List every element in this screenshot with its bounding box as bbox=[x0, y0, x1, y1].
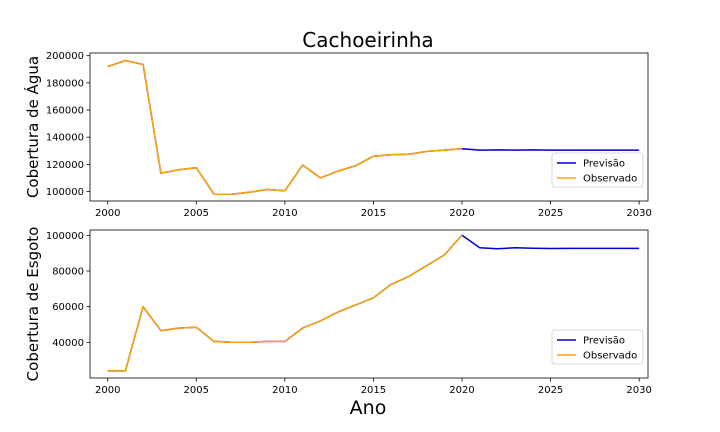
chart-title: Cachoeirinha bbox=[302, 28, 433, 52]
x-tick-label: 2025 bbox=[538, 385, 563, 396]
legend: Previsão Observado bbox=[551, 329, 644, 365]
y-axis-label: Cobertura de Esgoto bbox=[24, 227, 42, 382]
x-tick-label: 2020 bbox=[449, 385, 474, 396]
x-tick-label: 2015 bbox=[361, 208, 386, 219]
x-tick-label: 2010 bbox=[272, 208, 297, 219]
y-tick-label: 80000 bbox=[52, 267, 84, 278]
y-tick-label: 200000 bbox=[46, 51, 84, 62]
y-tick-label: 140000 bbox=[46, 133, 84, 144]
y-tick-label: 100000 bbox=[46, 187, 84, 198]
y-axis-label: Cobertura de Água bbox=[23, 56, 42, 198]
legend-label: Observado bbox=[583, 174, 637, 185]
x-tick-label: 2030 bbox=[626, 385, 651, 396]
legend-label: Previsão bbox=[583, 159, 625, 170]
legend: Previsão Observado bbox=[551, 152, 644, 188]
x-tick-label: 2005 bbox=[184, 208, 209, 219]
y-tick-label: 120000 bbox=[46, 160, 84, 171]
y-tick-label: 100000 bbox=[46, 231, 84, 242]
panel-2: 2000 2005 2010 2015 2020 2025 2030 40000 60000 80… bbox=[24, 227, 652, 396]
series-line-observado bbox=[107, 234, 463, 372]
x-tick-label: 2000 bbox=[95, 385, 120, 396]
y-tick-label: 40000 bbox=[52, 338, 84, 349]
y-tick-label: 60000 bbox=[52, 302, 84, 313]
y-tick-label: 180000 bbox=[46, 78, 84, 89]
panels: 2000 2005 2010 2015 2020 2025 2030 100000 120000… bbox=[23, 51, 652, 396]
legend-label: Observado bbox=[583, 351, 637, 362]
series-line-observado bbox=[107, 59, 463, 195]
legend-label: Previsão bbox=[583, 336, 625, 347]
y-tick-label: 160000 bbox=[46, 106, 84, 117]
panel-1: 2000 2005 2010 2015 2020 2025 2030 100000 120000… bbox=[23, 51, 652, 219]
x-tick-label: 2020 bbox=[449, 208, 474, 219]
x-tick-label: 2005 bbox=[184, 385, 209, 396]
x-tick-label: 2000 bbox=[95, 208, 120, 219]
x-tick-label: 2015 bbox=[361, 385, 386, 396]
x-axis-label: Ano bbox=[350, 397, 387, 419]
x-tick-label: 2010 bbox=[272, 385, 297, 396]
x-tick-label: 2030 bbox=[626, 208, 651, 219]
x-tick-label: 2025 bbox=[538, 208, 563, 219]
